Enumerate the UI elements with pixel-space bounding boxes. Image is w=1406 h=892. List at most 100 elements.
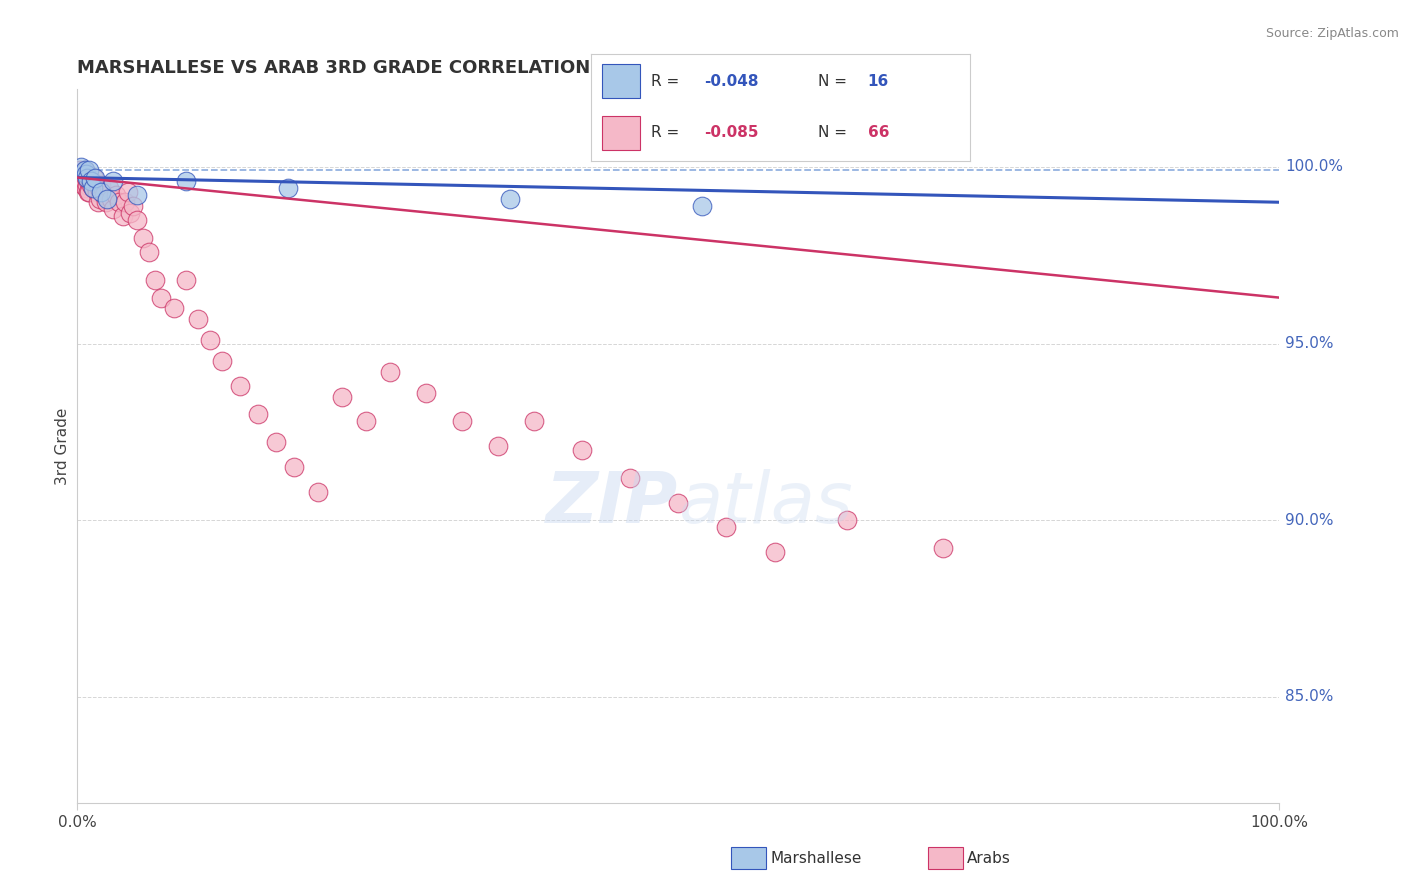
Point bbox=[76, 178, 98, 192]
Y-axis label: 3rd Grade: 3rd Grade bbox=[55, 408, 70, 484]
Text: 100.0%: 100.0% bbox=[1285, 160, 1344, 175]
Point bbox=[104, 188, 127, 202]
Point bbox=[228, 379, 250, 393]
Text: Source: ZipAtlas.com: Source: ZipAtlas.com bbox=[1265, 27, 1399, 40]
Point bbox=[132, 230, 155, 244]
Text: -0.048: -0.048 bbox=[704, 74, 759, 89]
Point bbox=[76, 167, 98, 181]
Point bbox=[932, 541, 955, 556]
Point bbox=[70, 160, 93, 174]
Point bbox=[277, 181, 299, 195]
Point bbox=[330, 390, 353, 404]
Point bbox=[486, 439, 509, 453]
Text: -0.085: -0.085 bbox=[704, 125, 759, 140]
Point bbox=[77, 174, 100, 188]
Point bbox=[523, 414, 546, 428]
Point bbox=[415, 386, 437, 401]
Text: ZIP: ZIP bbox=[546, 468, 679, 538]
Point bbox=[87, 195, 110, 210]
Point bbox=[89, 192, 111, 206]
Text: 90.0%: 90.0% bbox=[1285, 513, 1334, 528]
Point bbox=[90, 185, 112, 199]
Text: 66: 66 bbox=[868, 125, 889, 140]
Point bbox=[571, 442, 593, 457]
Point bbox=[120, 206, 142, 220]
Point bbox=[145, 273, 167, 287]
Point bbox=[138, 244, 160, 259]
Text: 95.0%: 95.0% bbox=[1285, 336, 1334, 351]
Point bbox=[70, 167, 93, 181]
Point bbox=[97, 181, 120, 195]
Point bbox=[499, 192, 522, 206]
Point bbox=[103, 174, 125, 188]
Point bbox=[84, 178, 107, 192]
Point bbox=[246, 407, 269, 421]
Point bbox=[198, 333, 221, 347]
Point bbox=[127, 188, 149, 202]
Point bbox=[73, 163, 96, 178]
Point bbox=[117, 185, 139, 199]
Text: Arabs: Arabs bbox=[967, 851, 1011, 865]
Point bbox=[264, 435, 287, 450]
Point bbox=[835, 513, 858, 527]
Point bbox=[93, 188, 115, 202]
Point bbox=[79, 174, 101, 188]
Point bbox=[108, 195, 131, 210]
FancyBboxPatch shape bbox=[602, 64, 640, 98]
Point bbox=[73, 163, 96, 178]
Point bbox=[83, 170, 105, 185]
Point bbox=[763, 545, 786, 559]
Point bbox=[96, 192, 118, 206]
Point bbox=[86, 185, 108, 199]
Point bbox=[90, 178, 112, 192]
Point bbox=[354, 414, 377, 428]
Point bbox=[127, 213, 149, 227]
Point bbox=[75, 167, 97, 181]
Point bbox=[80, 174, 103, 188]
Point bbox=[103, 202, 125, 217]
Point bbox=[162, 301, 184, 316]
Text: 16: 16 bbox=[868, 74, 889, 89]
Point bbox=[619, 471, 641, 485]
Point bbox=[72, 178, 94, 192]
Point bbox=[75, 181, 97, 195]
Point bbox=[79, 185, 101, 199]
Point bbox=[77, 185, 100, 199]
Point bbox=[692, 199, 714, 213]
Point bbox=[378, 365, 401, 379]
Point bbox=[100, 192, 122, 206]
Point bbox=[96, 195, 118, 210]
Point bbox=[716, 520, 738, 534]
Point bbox=[79, 170, 101, 185]
Point bbox=[283, 460, 305, 475]
Point bbox=[69, 163, 91, 178]
Point bbox=[186, 311, 209, 326]
Point bbox=[76, 170, 98, 185]
Point bbox=[75, 170, 97, 185]
Text: N =: N = bbox=[818, 125, 852, 140]
Text: 85.0%: 85.0% bbox=[1285, 690, 1334, 705]
Text: R =: R = bbox=[651, 74, 685, 89]
Point bbox=[150, 291, 173, 305]
Point bbox=[451, 414, 474, 428]
Point bbox=[82, 181, 104, 195]
Point bbox=[668, 495, 690, 509]
Point bbox=[72, 167, 94, 181]
Point bbox=[87, 181, 110, 195]
Point bbox=[70, 174, 93, 188]
Point bbox=[79, 163, 101, 178]
Point bbox=[111, 210, 134, 224]
Text: atlas: atlas bbox=[679, 468, 853, 538]
Point bbox=[174, 174, 197, 188]
Text: N =: N = bbox=[818, 74, 852, 89]
Point bbox=[114, 195, 136, 210]
Text: Marshallese: Marshallese bbox=[770, 851, 862, 865]
Point bbox=[121, 199, 143, 213]
FancyBboxPatch shape bbox=[602, 116, 640, 150]
Point bbox=[82, 181, 104, 195]
Text: R =: R = bbox=[651, 125, 685, 140]
Point bbox=[70, 170, 93, 185]
Point bbox=[211, 354, 233, 368]
Text: MARSHALLESE VS ARAB 3RD GRADE CORRELATION CHART: MARSHALLESE VS ARAB 3RD GRADE CORRELATIO… bbox=[77, 59, 664, 77]
Point bbox=[174, 273, 197, 287]
